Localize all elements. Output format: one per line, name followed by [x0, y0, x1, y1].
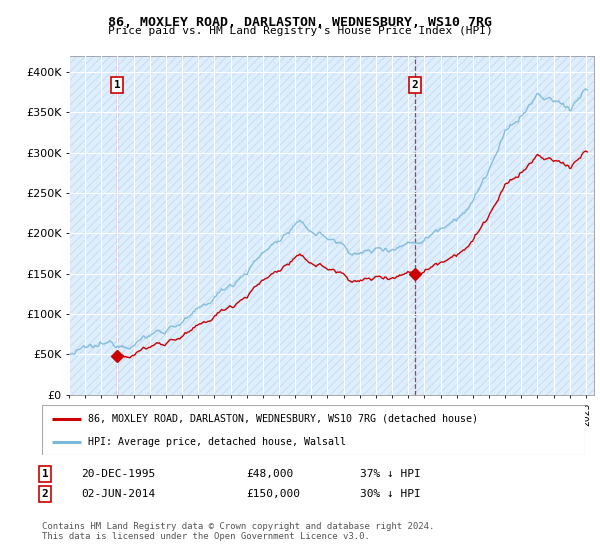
Text: HPI: Average price, detached house, Walsall: HPI: Average price, detached house, Wals…: [88, 437, 346, 447]
Text: 86, MOXLEY ROAD, DARLASTON, WEDNESBURY, WS10 7RG (detached house): 86, MOXLEY ROAD, DARLASTON, WEDNESBURY, …: [88, 414, 478, 424]
Text: 2: 2: [41, 489, 49, 499]
Text: 86, MOXLEY ROAD, DARLASTON, WEDNESBURY, WS10 7RG: 86, MOXLEY ROAD, DARLASTON, WEDNESBURY, …: [108, 16, 492, 29]
Text: Contains HM Land Registry data © Crown copyright and database right 2024.
This d: Contains HM Land Registry data © Crown c…: [42, 522, 434, 542]
Text: 1: 1: [113, 80, 121, 90]
Text: £150,000: £150,000: [246, 489, 300, 499]
Text: 1: 1: [41, 469, 49, 479]
Text: Price paid vs. HM Land Registry's House Price Index (HPI): Price paid vs. HM Land Registry's House …: [107, 26, 493, 36]
Text: 2: 2: [412, 80, 418, 90]
Text: 30% ↓ HPI: 30% ↓ HPI: [360, 489, 421, 499]
Text: £48,000: £48,000: [246, 469, 293, 479]
Text: 20-DEC-1995: 20-DEC-1995: [81, 469, 155, 479]
Text: 37% ↓ HPI: 37% ↓ HPI: [360, 469, 421, 479]
Text: 02-JUN-2014: 02-JUN-2014: [81, 489, 155, 499]
